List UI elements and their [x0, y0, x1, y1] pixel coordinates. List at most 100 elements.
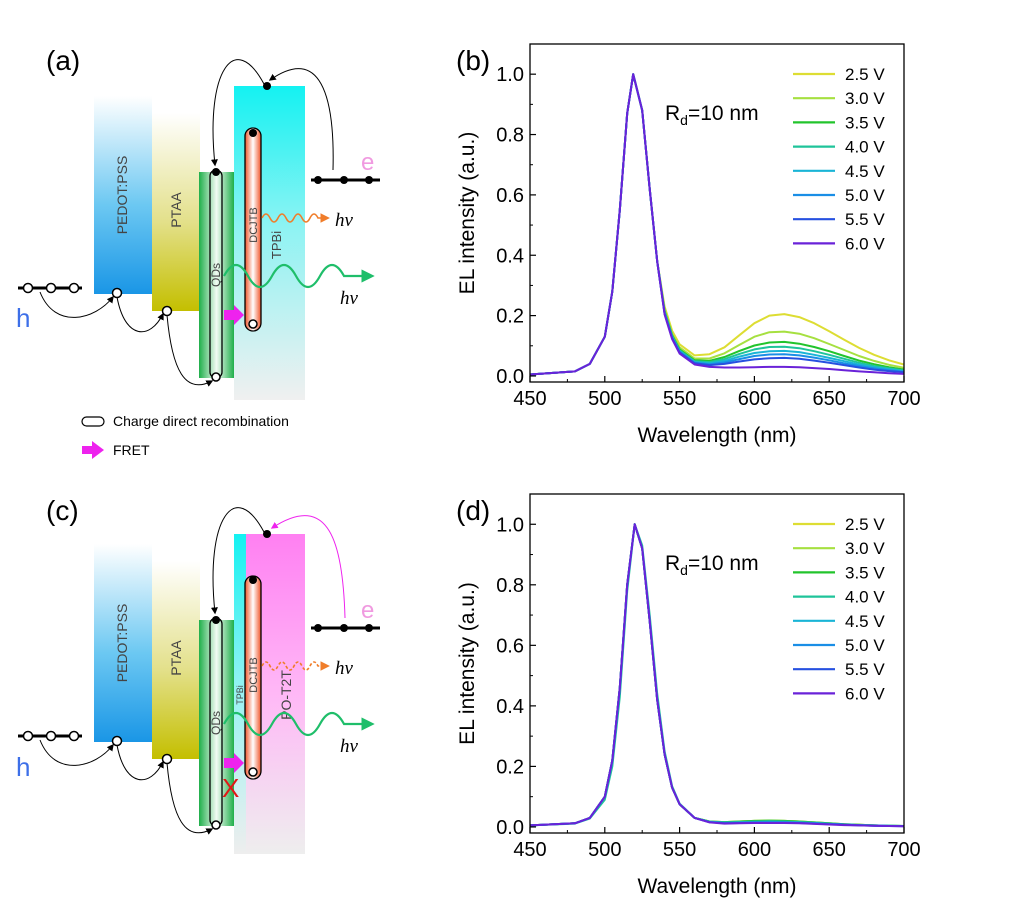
- hole-arrow-3-c: [166, 762, 214, 835]
- panel-label-c: (c): [46, 495, 79, 526]
- series-line-60: [530, 73, 904, 376]
- legend-recombination-text: Charge direct recombination: [113, 413, 289, 429]
- legend-fret-text: FRET: [113, 442, 150, 458]
- annotation-rd: Rd=10 nm: [665, 552, 759, 578]
- tpbi-electron-dot: [263, 82, 271, 90]
- hole-dot-1: [22, 282, 34, 294]
- hole-dot-3: [68, 282, 80, 294]
- pot2t-electron-dot: [263, 530, 271, 538]
- electron-dot-2-c: [340, 624, 348, 632]
- diagram-c: (c) PEDOT:PSS PTAA QDs TPBi PO-T2T DCJTB…: [16, 495, 380, 854]
- x-tick-label: 550: [663, 839, 696, 861]
- x-axis-label: Wavelength (nm): [637, 875, 796, 898]
- hole-label-c: h: [16, 752, 30, 782]
- dcjtb-electron-dot: [249, 129, 257, 137]
- qds-electron-dot-c: [212, 616, 220, 624]
- hole-dot-1-c: [22, 730, 34, 742]
- legend-label: 2.5 V: [845, 515, 885, 534]
- diagram-a: (a) PEDOT:PSS PTAA QDs TPBi DCJTB h e: [16, 45, 380, 459]
- orange-emission-wave: [261, 213, 330, 223]
- legend-label: 6.0 V: [845, 234, 885, 253]
- dcjtb-hole-dot: [248, 319, 258, 329]
- layer-qds-label-c: QDs: [209, 711, 223, 735]
- layer-ptaa: [152, 113, 200, 311]
- electron-dot-3-c: [365, 624, 373, 632]
- hole-arrow-1-c: [39, 739, 114, 766]
- legend-recombination-icon: [81, 416, 105, 427]
- qds-hole-dot-c: [211, 820, 221, 830]
- electron-arrow-2-c: [210, 507, 265, 615]
- panel-label-b: (b): [456, 45, 490, 76]
- dcjtb-electron-dot-c: [249, 576, 257, 584]
- legend-fret-icon: [82, 441, 104, 459]
- y-axis-label: EL intensity (a.u.): [456, 132, 479, 295]
- x-tick-label: 650: [813, 839, 846, 861]
- legend-label: 5.0 V: [845, 186, 885, 205]
- y-tick-label: 0.6: [496, 635, 524, 657]
- fret-blocked-mark: X: [222, 773, 239, 803]
- orange-emission-wave-c: [261, 661, 330, 671]
- chart-d: 450 500 550 600 650 700 0.0 0.2 0.4 0.6 0.8 1.0 Wave…: [456, 493, 921, 898]
- layer-pedot-pss-label-c: PEDOT:PSS: [114, 604, 130, 683]
- electron-arrow-1: [268, 68, 334, 171]
- orange-emission-label: hν: [335, 210, 354, 231]
- qds-electron-dot: [212, 168, 220, 176]
- hole-arrow-3: [166, 314, 214, 387]
- panel-label-a: (a): [46, 45, 80, 76]
- legend-label: 4.0 V: [845, 138, 885, 157]
- x-tick-label: 500: [588, 839, 621, 861]
- layer-pedot-pss-c: [94, 544, 152, 742]
- y-tick-label: 0.2: [496, 306, 524, 328]
- x-axis-label: Wavelength (nm): [637, 424, 796, 447]
- qds-hole-dot: [211, 372, 221, 382]
- layer-pedot-pss: [94, 96, 152, 294]
- layer-tpbi-label-c: TPBi: [235, 685, 245, 705]
- layer-pedot-pss-label: PEDOT:PSS: [114, 156, 130, 235]
- electron-label: e: [361, 149, 374, 176]
- legend-label: 4.5 V: [845, 612, 885, 631]
- green-emission-label-c: hν: [340, 736, 359, 757]
- annotation-rd: Rd=10 nm: [665, 102, 759, 128]
- y-tick-label: 0.2: [496, 756, 524, 778]
- electron-dot-1-c: [314, 624, 322, 632]
- y-tick-label: 0.8: [496, 125, 524, 147]
- fret-arrow: [224, 305, 244, 325]
- legend-label: 5.5 V: [845, 210, 885, 229]
- electron-label-c: e: [361, 597, 374, 624]
- hole-dot-2-c: [45, 730, 57, 742]
- pedot-hole-dot-c: [111, 735, 123, 747]
- layer-tpbi-label: TPBi: [269, 231, 284, 259]
- layer-qds-c: [199, 620, 234, 826]
- layer-po-t2t-label: PO-T2T: [278, 670, 294, 720]
- legend-label: 3.0 V: [845, 89, 885, 108]
- legend-label: 3.0 V: [845, 539, 885, 558]
- x-tick-label: 650: [813, 388, 846, 410]
- series-line-60: [530, 523, 904, 828]
- green-emission-wave: [223, 263, 375, 289]
- x-tick-label: 500: [588, 388, 621, 410]
- layer-dcjtb: [244, 127, 262, 332]
- legend-label: 4.0 V: [845, 588, 885, 607]
- hole-arrow-1: [39, 291, 114, 318]
- y-tick-label: 0.8: [496, 575, 524, 597]
- layer-qds: [199, 172, 234, 378]
- layer-tpbi-c: [234, 534, 246, 854]
- green-emission-wave-c: [223, 711, 375, 737]
- layer-ptaa-label: PTAA: [168, 192, 184, 228]
- legend-label: 2.5 V: [845, 65, 885, 84]
- dcjtb-hole-dot-c: [248, 767, 258, 777]
- x-tick-label: 550: [663, 388, 696, 410]
- legend-label: 3.5 V: [845, 563, 885, 582]
- y-tick-label: 0.4: [496, 245, 524, 267]
- hole-dot-3-c: [68, 730, 80, 742]
- ptaa-hole-dot-c: [161, 753, 173, 765]
- electron-arrow-1-c: [270, 515, 346, 619]
- layer-dcjtb-label-c: DCJTB: [248, 657, 260, 692]
- x-tick-label: 450: [513, 388, 546, 410]
- hole-arrow-2-c: [116, 744, 164, 781]
- layer-dcjtb-label: DCJTB: [248, 207, 260, 242]
- y-tick-label: 0.0: [496, 366, 524, 388]
- y-tick-label: 0.4: [496, 696, 524, 718]
- layer-qds-label: QDs: [209, 263, 223, 287]
